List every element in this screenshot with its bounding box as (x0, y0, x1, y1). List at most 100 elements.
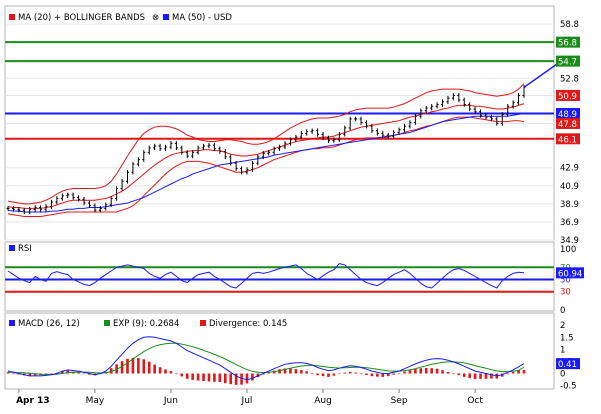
divergence-bar (484, 373, 488, 379)
divergence-bar (33, 373, 37, 376)
price-bars (6, 85, 526, 215)
macd-value-tag-bg (556, 358, 580, 370)
divergence-bar (403, 371, 406, 374)
divergence-bar (137, 358, 140, 374)
level-tag-bg (556, 133, 580, 145)
level-tag-label: 54.7 (558, 58, 577, 68)
legend-ma50-swatch (163, 14, 169, 20)
divergence-bar (120, 361, 124, 374)
divergence-bar (126, 358, 129, 374)
macd-tick-label: 0 (560, 370, 565, 380)
legend-signal-label: EXP (9): 0.2684 (113, 319, 179, 329)
legend-rsi-label: RSI (18, 244, 32, 254)
rsi-tick-label: 0 (560, 306, 565, 316)
x-tick-label: Oct (467, 396, 483, 406)
legend-ma20-swatch (9, 14, 15, 20)
legend-signal-swatch (104, 320, 110, 326)
rsi-value-tag-bg (556, 267, 584, 279)
divergence-bar (229, 373, 232, 385)
divergence-bar (321, 373, 325, 377)
price-tick-label: 38.9 (560, 200, 579, 210)
divergence-bar (207, 373, 211, 382)
divergence-bar (169, 371, 173, 374)
divergence-bar (452, 373, 455, 375)
x-tick-label: Aug (314, 396, 332, 406)
divergence-bar (343, 372, 347, 374)
x-tick-label: May (86, 396, 105, 406)
divergence-bar (28, 373, 32, 377)
legend-ma50-label: MA (50) - USD (172, 13, 232, 23)
divergence-bar (61, 371, 64, 374)
level-tag-label: 56.8 (558, 39, 577, 49)
divergence-bar (430, 368, 433, 374)
divergence-bar (511, 372, 515, 374)
divergence-bar (158, 367, 162, 374)
level-tag-bg (556, 89, 580, 101)
divergence-bar (88, 373, 91, 375)
divergence-bar (131, 357, 135, 374)
divergence-bar (392, 373, 395, 375)
rsi-panel: 1007050300 60.94 RSI (4, 241, 584, 316)
macd-panel: 21.510.50-0.5 0.41 MACD (26, 12) EXP (9)… (4, 312, 580, 392)
rsi-tick-label: 30 (560, 288, 571, 298)
x-tick-label: Apr 13 (16, 396, 50, 406)
legend-rsi-swatch (9, 245, 15, 251)
level-tag-bg (556, 36, 580, 48)
macd-tick-label: 1.5 (560, 333, 574, 343)
divergence-bar (305, 371, 309, 374)
divergence-bar (338, 373, 341, 375)
rsi-levels (5, 266, 554, 293)
divergence-bar (348, 371, 352, 374)
rsi-line (7, 263, 525, 289)
divergence-bar (185, 373, 189, 379)
divergence-bar (294, 369, 298, 374)
divergence-bar (191, 373, 194, 380)
divergence-bar (370, 373, 374, 377)
divergence-bar (180, 373, 184, 377)
divergence-bar (147, 361, 151, 374)
level-tag-label: 46.1 (558, 135, 577, 145)
divergence-bar (202, 373, 205, 381)
x-tick-label: Jun (163, 396, 178, 406)
divergence-bar (175, 373, 178, 375)
divergence-bar (283, 368, 287, 374)
price-y-axis: 58.8 52.8 42.9 40.9 38.9 36.9 34.9 (560, 20, 579, 246)
divergence-bar (256, 373, 260, 378)
divergence-bar (223, 373, 227, 384)
divergence-bar (479, 373, 482, 379)
divergence-bar (245, 373, 249, 384)
divergence-bar (354, 372, 357, 374)
price-tick-label: 42.9 (560, 164, 579, 174)
divergence-bar (251, 373, 254, 381)
macd-tick-label: 1 (560, 345, 565, 355)
divergence-bar (316, 373, 319, 376)
rsi-legend: RSI (9, 244, 32, 254)
divergence-bar (376, 373, 379, 377)
level-tag-bg (556, 108, 580, 120)
divergence-bar (82, 373, 86, 375)
macd-plot-frame (4, 312, 555, 390)
legend-divergence-swatch (200, 320, 206, 326)
macd-legend: MACD (26, 12) EXP (9): 0.2684 Divergence… (9, 319, 287, 329)
price-tick-label: 58.8 (560, 20, 579, 30)
price-tick-label: 34.9 (560, 236, 579, 246)
price-panel: 58.8 52.8 42.9 40.9 38.9 36.9 34.9 56.8 54.7 50.… (4, 5, 580, 246)
divergence-bar (506, 373, 510, 375)
rsi-tick-label: 50 (560, 276, 571, 286)
divergence-bar (490, 373, 493, 379)
upper-band-line (7, 83, 525, 205)
divergence-bar (381, 373, 385, 377)
divergence-bar (462, 373, 466, 377)
level-tag-label: 50.9 (558, 92, 577, 102)
divergence-bar (419, 368, 423, 374)
divergence-bar (66, 370, 70, 374)
price-tick-label: 36.9 (560, 218, 579, 228)
divergence-bar (289, 368, 292, 374)
divergence-bar (142, 359, 146, 374)
divergence-bar (267, 372, 271, 374)
rsi-value-tag-label: 60.94 (558, 269, 582, 279)
legend-macd-label: MACD (26, 12) (18, 319, 80, 329)
divergence-bar (213, 373, 216, 382)
ma20-line (7, 103, 525, 209)
divergence-bar (6, 372, 10, 374)
